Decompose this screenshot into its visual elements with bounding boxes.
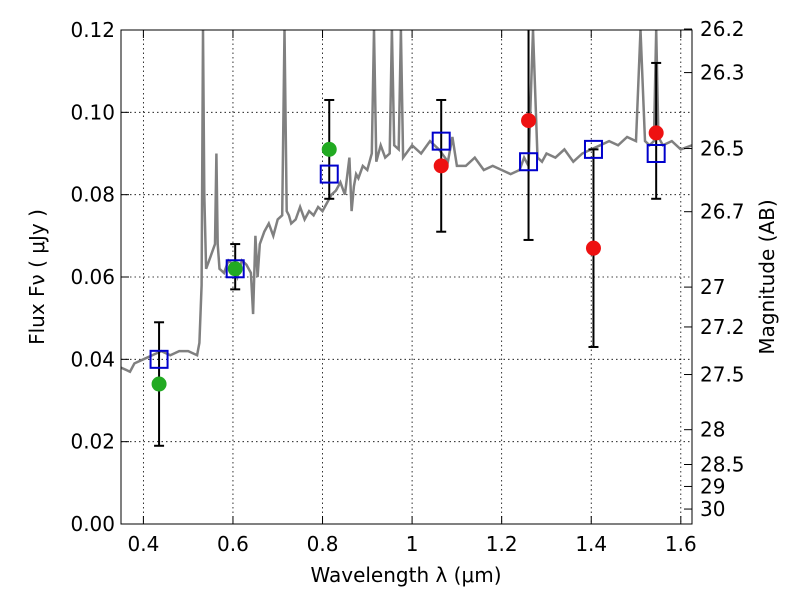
plot-area	[121, 30, 692, 447]
data-point-square	[225, 259, 245, 279]
y-tick-label: 0.08	[70, 183, 115, 207]
mag-tick-label: 26.3	[700, 61, 745, 85]
x-tick-label: 1.6	[665, 532, 697, 556]
data-point-square	[149, 349, 169, 369]
mag-tick-label: 26.7	[700, 200, 745, 224]
mag-tick-label: 26.2	[700, 17, 745, 41]
data-point-circle	[227, 261, 243, 277]
mag-tick-label: 27.2	[700, 315, 745, 339]
data-point-square	[319, 164, 339, 184]
x-tick-label: 1.4	[575, 532, 607, 556]
mag-tick-label: 29	[700, 474, 725, 498]
data-point-circle	[321, 141, 337, 157]
y-tick-label: 0.06	[70, 265, 115, 289]
axis-ticks	[121, 28, 692, 525]
data-point-circle	[433, 158, 449, 174]
mag-tick-label: 26.5	[700, 137, 745, 161]
mag-tick-label: 28	[700, 418, 725, 442]
data-point-square	[431, 131, 451, 151]
mag-tick-label: 27	[700, 275, 725, 299]
data-point-circle	[521, 113, 537, 129]
y-tick-label: 0.04	[70, 347, 115, 371]
x-tick-label: 1	[406, 532, 419, 556]
right-axis-title: Magnitude (AB)	[755, 199, 779, 354]
data-point-circle	[151, 376, 167, 392]
mag-tick-label: 30	[700, 497, 725, 521]
y-tick-label: 0.12	[70, 18, 115, 42]
data-point-circle	[648, 125, 664, 141]
x-tick-label: 1.2	[486, 532, 518, 556]
x-tick-label: 0.8	[307, 532, 339, 556]
data-point-square	[519, 152, 539, 172]
x-tick-label: 0.4	[127, 532, 159, 556]
data-point-square	[646, 144, 666, 163]
mag-tick-label: 28.5	[700, 452, 745, 476]
model-spectrum-line	[121, 30, 692, 374]
mag-tick-label: 27.5	[700, 363, 745, 387]
data-point-circle	[585, 240, 601, 256]
y-tick-label: 0.10	[70, 100, 115, 124]
axis-tick-labels: 0.4 0.6 0.8 1 1.2 1.4 1.6 0.00 0.02 0.04 0.06 0.08 0…	[70, 17, 744, 556]
x-tick-label: 0.6	[217, 532, 249, 556]
x-axis-title: Wavelength λ (μm)	[310, 563, 501, 587]
y-tick-label: 0.00	[70, 512, 115, 536]
data-point-square	[583, 139, 603, 159]
data-markers	[149, 113, 666, 392]
y-tick-label: 0.02	[70, 430, 115, 454]
y-axis-title: Flux Fν ( μJy )	[25, 209, 49, 345]
